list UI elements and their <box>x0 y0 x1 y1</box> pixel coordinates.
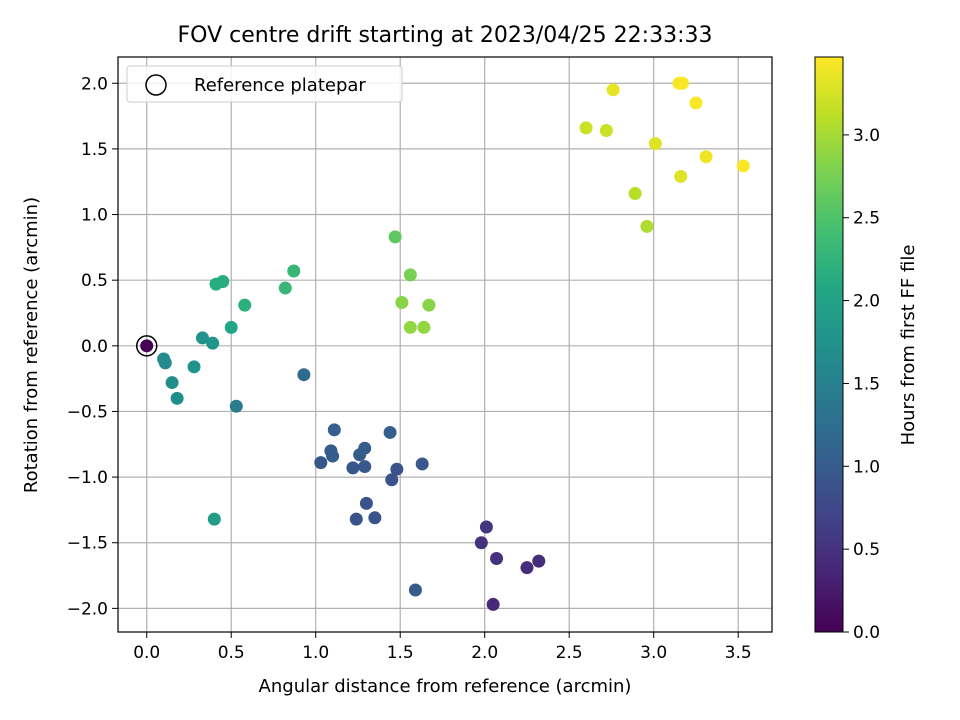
data-point <box>224 320 238 334</box>
data-point <box>170 391 184 405</box>
legend-label-reference: Reference platepar <box>194 75 366 96</box>
data-point <box>287 264 301 278</box>
colorbar-tick-label: 1.5 <box>853 374 880 394</box>
colorbar-ticks: 0.0 0.5 1.0 1.5 2.0 2.5 3.0 <box>843 126 880 643</box>
y-axis-ticks: 2.0 1.5 1.0 0.5 0.0 −0.5 −1.0 −1.5 −2.0 <box>67 74 118 619</box>
data-point <box>474 536 488 550</box>
data-point <box>689 96 703 110</box>
colorbar-tick-label: 2.0 <box>853 292 880 312</box>
y-tick-label: 0.5 <box>81 271 108 291</box>
data-point <box>349 512 363 526</box>
data-point <box>229 399 243 413</box>
x-tick-label: 1.0 <box>302 643 329 663</box>
data-point <box>297 368 311 382</box>
colorbar-tick-label: 1.0 <box>853 457 880 477</box>
x-axis-ticks: 0.0 0.5 1.0 1.5 2.0 2.5 3.0 3.5 <box>133 632 752 663</box>
data-point <box>207 512 221 526</box>
x-tick-label: 3.0 <box>640 643 667 663</box>
colorbar: 0.0 0.5 1.0 1.5 2.0 2.5 3.0 Hours from first F… <box>814 56 919 643</box>
legend-marker-reference <box>145 74 167 96</box>
legend: Reference platepar <box>126 65 403 103</box>
y-axis-label: Rotation from reference (arcmin) <box>21 197 42 493</box>
colorbar-label: Hours from first FF file <box>898 245 919 446</box>
y-tick-label: −1.0 <box>67 468 108 488</box>
data-point <box>195 331 209 345</box>
y-tick-label: 1.5 <box>81 140 108 160</box>
data-point <box>415 457 429 471</box>
data-point <box>532 554 546 568</box>
data-point <box>383 425 397 439</box>
data-point <box>326 449 340 463</box>
data-point <box>140 339 154 353</box>
data-point <box>359 496 373 510</box>
colorbar-tick-label: 0.5 <box>853 540 880 560</box>
data-point <box>385 473 399 487</box>
x-tick-label: 3.5 <box>725 643 752 663</box>
data-point <box>403 320 417 334</box>
plot-background <box>118 57 772 632</box>
chart-title: FOV centre drift starting at 2023/04/25 … <box>178 23 713 48</box>
plot-frame <box>117 56 773 633</box>
y-tick-label: 0.0 <box>81 337 108 357</box>
data-point <box>417 320 431 334</box>
y-tick-label: 1.0 <box>81 206 108 226</box>
data-point <box>165 376 179 390</box>
data-point <box>599 124 613 138</box>
data-point <box>390 462 404 476</box>
data-point <box>206 336 220 350</box>
y-tick-label: −2.0 <box>67 599 108 619</box>
data-point <box>674 169 688 183</box>
plot-area: 0.0 0.5 1.0 1.5 2.0 2.5 3.0 3.5 2.01.51.00.50.0… <box>67 56 773 663</box>
colorbar-tick-label: 3.0 <box>853 126 880 146</box>
data-point <box>327 423 341 437</box>
x-tick-label: 0.5 <box>218 643 245 663</box>
data-point <box>479 520 493 534</box>
data-point <box>640 219 654 233</box>
y-tick-label: 2.0 <box>81 74 108 94</box>
data-point <box>606 83 620 97</box>
data-point <box>628 187 642 201</box>
data-point <box>403 268 417 282</box>
data-point <box>278 281 292 295</box>
x-tick-label: 2.0 <box>471 643 498 663</box>
data-point <box>486 597 500 611</box>
data-point <box>408 583 422 597</box>
colorbar-tick-label: 2.5 <box>853 209 880 229</box>
x-tick-label: 1.5 <box>387 643 414 663</box>
data-point <box>395 295 409 309</box>
data-point <box>216 274 230 288</box>
colorbar-gradient <box>814 56 844 633</box>
data-point <box>388 230 402 244</box>
data-point <box>520 561 534 575</box>
data-point <box>238 298 252 312</box>
x-tick-label: 0.0 <box>133 643 160 663</box>
data-point <box>736 159 750 173</box>
scatter-points <box>135 76 750 611</box>
x-axis-label: Angular distance from reference (arcmin) <box>259 676 632 697</box>
data-point <box>648 137 662 151</box>
y-tick-label: −0.5 <box>67 402 108 422</box>
data-point <box>358 460 372 474</box>
data-point <box>579 121 593 135</box>
data-point <box>346 461 360 475</box>
y-tick-label: −1.5 <box>67 534 108 554</box>
data-point <box>699 150 713 164</box>
reference-marker <box>135 335 158 357</box>
legend-box <box>126 65 403 103</box>
data-point <box>358 441 372 455</box>
data-point <box>187 360 201 374</box>
data-point <box>368 511 382 525</box>
data-point <box>422 298 436 312</box>
x-tick-label: 2.5 <box>556 643 583 663</box>
data-point <box>158 356 172 370</box>
colorbar-tick-label: 0.0 <box>853 623 880 643</box>
data-point <box>314 456 328 470</box>
data-point <box>675 76 689 90</box>
data-point <box>490 551 504 565</box>
